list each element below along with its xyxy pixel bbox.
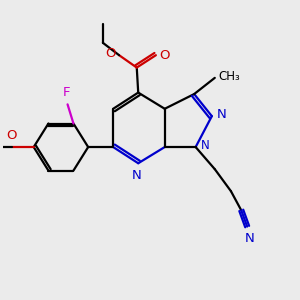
- Text: N: N: [217, 108, 227, 121]
- Text: O: O: [159, 49, 170, 62]
- Text: O: O: [105, 47, 116, 60]
- Text: F: F: [62, 86, 70, 99]
- Text: N: N: [132, 169, 142, 182]
- Text: N: N: [245, 232, 255, 245]
- Text: N: N: [201, 139, 210, 152]
- Text: CH₃: CH₃: [218, 70, 240, 83]
- Text: O: O: [6, 129, 17, 142]
